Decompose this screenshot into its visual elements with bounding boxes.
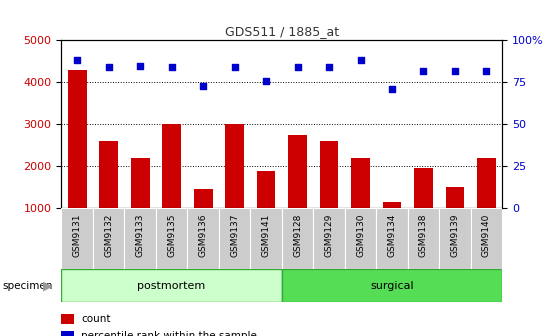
Bar [131,158,150,208]
Bar [477,158,496,208]
Text: GSM9140: GSM9140 [482,213,491,256]
Bar [414,168,433,208]
Text: GSM9132: GSM9132 [104,213,113,256]
Point [262,78,271,83]
Bar [320,141,339,208]
Bar [408,208,439,269]
Bar [61,269,282,302]
Text: GSM9137: GSM9137 [230,213,239,257]
Bar [351,158,370,208]
Text: GSM9136: GSM9136 [199,213,208,257]
Bar [471,208,502,269]
Point [136,63,145,68]
Bar [61,331,74,336]
Bar [383,202,401,208]
Point [73,58,81,63]
Bar [93,208,124,269]
Text: specimen: specimen [3,281,53,291]
Bar [376,208,408,269]
Text: GSM9129: GSM9129 [325,213,334,256]
Text: postmortem: postmortem [137,281,206,291]
Bar [345,208,376,269]
Bar [61,208,93,269]
Bar [219,208,251,269]
Bar [194,190,213,208]
Point [199,83,208,88]
Point [230,65,239,70]
Bar [225,124,244,208]
Text: GSM9138: GSM9138 [419,213,428,257]
Bar [288,135,307,208]
Point [387,86,396,92]
Text: GSM9135: GSM9135 [167,213,176,257]
Bar [313,208,345,269]
Text: GSM9133: GSM9133 [136,213,145,257]
Text: count: count [81,314,110,324]
Text: GSM9128: GSM9128 [293,213,302,256]
Bar [445,187,464,208]
Bar [162,124,181,208]
Text: GSM9130: GSM9130 [356,213,365,257]
Bar [439,208,471,269]
Bar [68,70,86,208]
Point [325,65,334,70]
Point [293,65,302,70]
Text: ▶: ▶ [42,279,52,292]
Text: GSM9131: GSM9131 [73,213,81,257]
Point [104,65,113,70]
Point [167,65,176,70]
Bar [251,208,282,269]
Bar [282,269,502,302]
Point [419,68,428,73]
Point [450,68,459,73]
Bar [124,208,156,269]
Text: GSM9141: GSM9141 [262,213,271,256]
Bar [61,314,74,324]
Bar [257,170,276,208]
Text: GSM9139: GSM9139 [450,213,459,257]
Title: GDS511 / 1885_at: GDS511 / 1885_at [225,25,339,38]
Text: surgical: surgical [370,281,414,291]
Bar [282,208,313,269]
Point [482,68,491,73]
Text: GSM9134: GSM9134 [387,213,397,256]
Bar [99,141,118,208]
Text: percentile rank within the sample: percentile rank within the sample [81,331,257,336]
Point [356,58,365,63]
Bar [187,208,219,269]
Bar [156,208,187,269]
